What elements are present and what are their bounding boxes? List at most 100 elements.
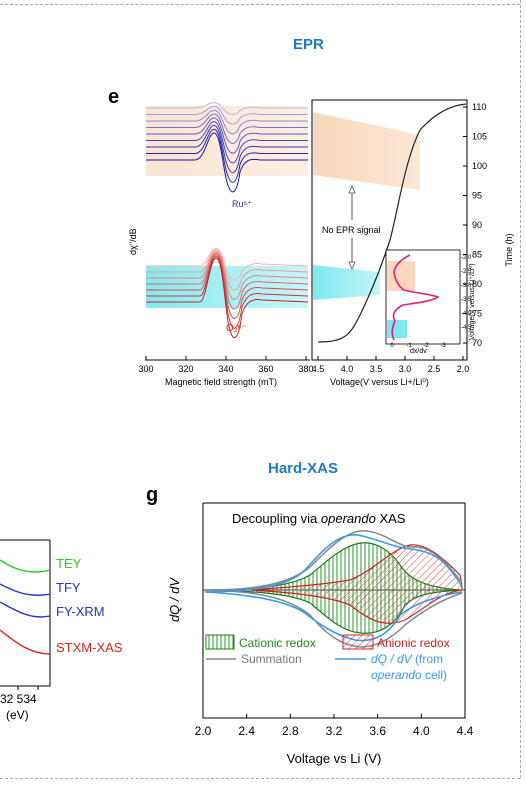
- legend-summation-label: Summation: [241, 652, 302, 666]
- time-tick-label: 90: [472, 220, 482, 230]
- panel-letter-g: g: [146, 484, 159, 506]
- ru-spectrum-line: [146, 117, 308, 154]
- legend-cationic-label: Cationic redox: [239, 636, 316, 650]
- hardxas-tick-label: 2.4: [238, 724, 255, 738]
- time-tick-label: 100: [472, 161, 487, 171]
- o2-spectra: [146, 247, 309, 338]
- voltage-tick-label: 4.0: [341, 364, 354, 374]
- inset-xlabel: dx/dv: [410, 348, 427, 355]
- voltage-tick-label: 2.5: [428, 364, 441, 374]
- ru-spectrum-line: [146, 105, 308, 125]
- xas-partial-figure: [0, 539, 51, 690]
- epr-left-tick-label: 380: [298, 364, 313, 374]
- voltage-tick-label: 3.5: [370, 364, 383, 374]
- hardxas-tick-label: 4.4: [457, 724, 474, 738]
- ru-spectra: [146, 102, 308, 193]
- epr-right-box: [311, 99, 468, 361]
- ru-spectrum-line: [146, 102, 308, 115]
- legend-anionic-label: Anionic redox: [377, 636, 450, 650]
- hardxas-section-title: Hard-XAS: [268, 460, 339, 477]
- ru-spectrum-line: [146, 109, 308, 135]
- hardxas-tick-label: 4.0: [413, 724, 430, 738]
- epr-section-title: EPR: [293, 36, 324, 53]
- no-epr-signal-label: No EPR signal: [322, 225, 381, 235]
- xas-partial-ticks: 32 534: [0, 692, 37, 706]
- time-tick-label: 75: [472, 309, 482, 319]
- dqdv-curve-top: [204, 534, 463, 593]
- epr-left-tick-label: 320: [178, 364, 193, 374]
- hardxas-tick-label: 3.6: [369, 724, 386, 738]
- bottom-border: [0, 778, 520, 779]
- fy-xrm-curve: [0, 601, 51, 618]
- hardxas-ylabel: dQ / dV: [167, 577, 182, 622]
- o2-label: O₂ⁿ⁻: [226, 323, 247, 334]
- time-tick-label: 110: [472, 102, 486, 112]
- epr-left-tick-label: 300: [138, 364, 153, 374]
- voltage-band-peach: [313, 112, 420, 190]
- epr-left-ticks: 300 320 340 360 380: [138, 356, 314, 374]
- panel-letter-e: e: [108, 86, 120, 108]
- epr-figure: 300 320 340 360 380 No EPR signal -2.0 -2.5 -3…: [128, 99, 514, 387]
- arrow-up-head: [348, 184, 356, 194]
- ru-label: Ru⁵⁺: [232, 199, 252, 209]
- summation-curve-top: [204, 530, 463, 591]
- inset-ytick-label: -3.5: [461, 297, 472, 303]
- o2-spectrum-line: [146, 251, 309, 300]
- hardxas-tick-label: 3.2: [326, 724, 343, 738]
- o2-spectrum-line: [146, 257, 309, 338]
- hardxas-tick-label: 2.0: [195, 724, 212, 738]
- epr-right-xlabel: Voltage(V versus Li+/Li⁰): [330, 377, 429, 387]
- legend-dqdv-label: dQ / dV (from: [371, 652, 443, 666]
- voltage-tick-label: 3.0: [399, 364, 412, 374]
- hardxas-figure: Decoupling via operando XAS dQ / dV Cati…: [167, 502, 474, 766]
- inset-band-peach: [387, 261, 415, 291]
- tfy-curve: [0, 583, 51, 596]
- voltage-tick-label: 4.5: [312, 364, 325, 374]
- xas-partial-unit: (eV): [6, 708, 29, 722]
- time-axis-label: Time (h): [504, 233, 514, 266]
- inset-xtick-label: -1: [406, 343, 412, 349]
- o2-spectrum-line: [146, 255, 309, 329]
- time-tick-label: 95: [472, 191, 482, 201]
- voltage-ticks: 4.5 4.0 3.5 3.0 2.5 2.0: [312, 356, 470, 374]
- inset-xtick-label: -2: [423, 343, 429, 349]
- time-ticks: 110 105 100 95 90 85 80 75 70: [463, 102, 487, 348]
- voltage-band-cyan: [313, 265, 380, 300]
- inset-ytick-label: -2.0: [461, 255, 472, 261]
- tey-label: TEY: [56, 556, 82, 571]
- inset-ylabel: Voltage(V versus Li⁺/Li⁰): [468, 263, 476, 340]
- o2-spectrum-line: [146, 249, 309, 291]
- hardxas-tick-label: 2.8: [282, 724, 299, 738]
- inset-xtick-label: -3: [440, 343, 446, 349]
- legend-anionic-swatch: [342, 634, 374, 650]
- ru-spectrum-line: [146, 124, 308, 173]
- stxm-xas-label: STXM-XAS: [56, 640, 123, 655]
- stxm-curve: [0, 629, 51, 655]
- inset-band-cyan: [387, 320, 407, 338]
- hardxas-box-title: Decoupling via operando XAS: [232, 511, 406, 526]
- anionic-redox-area: [249, 544, 463, 624]
- epr-left-tick-label: 340: [218, 364, 233, 374]
- right-border: [520, 0, 521, 778]
- epr-ylabel: dχ''/dB: [128, 228, 138, 255]
- hardxas-x-ticks: 2.0 2.4 2.8 3.2 3.6 4.0 4.4: [195, 714, 474, 738]
- time-tick-label: 70: [472, 338, 482, 348]
- top-border: [0, 4, 520, 5]
- inset-xtick-label: 0: [390, 343, 394, 349]
- inset-ytick-label: -2.5: [461, 269, 472, 275]
- tfy-label: TFY: [56, 580, 81, 595]
- voltage-curve: [317, 103, 467, 343]
- arrow-down-head: [348, 261, 356, 271]
- epr-left-tick-label: 360: [258, 364, 273, 374]
- epr-left-xlabel: Magnetic field strength (mT): [165, 377, 277, 387]
- ru-spectrum-line: [146, 132, 308, 193]
- voltage-tick-label: 2.0: [457, 364, 470, 374]
- o2-spectrum-line: [146, 254, 309, 319]
- legend-cationic-swatch: [205, 634, 235, 650]
- time-tick-label: 80: [472, 279, 482, 289]
- ru-spectrum-line: [146, 128, 308, 183]
- fy-xrm-label: FY-XRM: [56, 604, 105, 619]
- ru-spectrum-line: [146, 113, 308, 144]
- inset-ytick-label: -3.0: [461, 283, 472, 289]
- hardxas-xlabel: Voltage vs Li (V): [287, 751, 382, 766]
